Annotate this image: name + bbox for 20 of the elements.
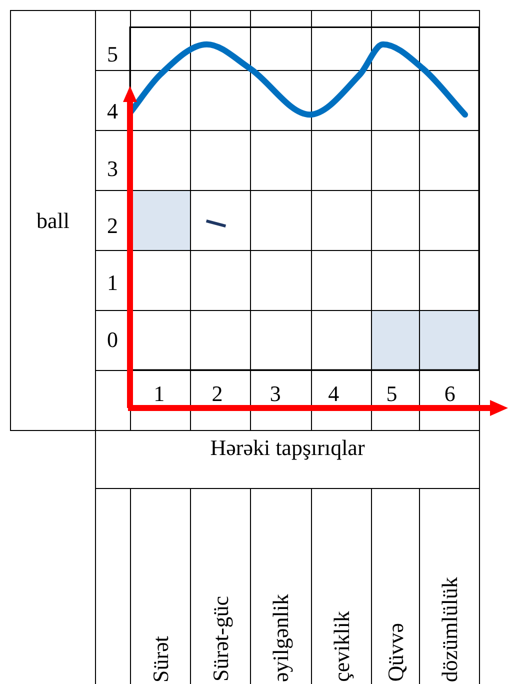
x-tick-label: 2 — [212, 380, 223, 406]
y-tick-label: 2 — [107, 212, 118, 238]
y-tick-label: 5 — [107, 42, 118, 67]
y-tick-label: 4 — [107, 98, 118, 124]
text: dözümlülük — [436, 576, 462, 682]
y-tick-label: 3 — [107, 156, 118, 181]
y-tick-label: 0 — [107, 327, 118, 352]
text: Qüvvə — [382, 623, 408, 682]
y-tick-label: 1 — [107, 270, 118, 296]
text: çeviklik — [328, 611, 354, 682]
x-tick-label: 4 — [328, 380, 340, 406]
text: əyilgənlik — [268, 594, 294, 682]
x-tick-label: 5 — [386, 380, 398, 406]
y-axis-title: ball — [36, 208, 70, 234]
x-tick-label: 1 — [154, 380, 165, 406]
text: Sürət — [148, 636, 174, 682]
text: Sürət-güc — [208, 596, 234, 682]
x-axis-title: Hərəki tapşırıqlar — [210, 435, 365, 462]
x-tick-label: 3 — [270, 380, 281, 406]
x-tick-label: 6 — [444, 380, 456, 406]
